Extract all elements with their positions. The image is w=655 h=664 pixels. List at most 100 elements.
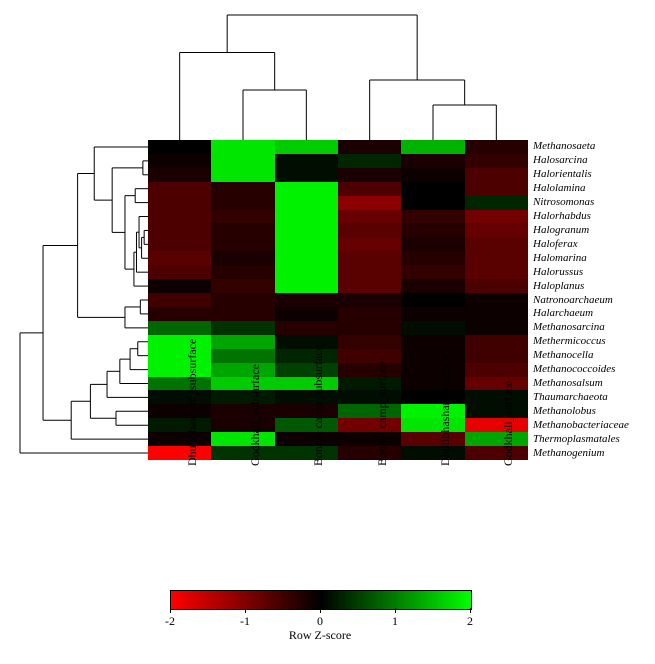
heatmap-cell <box>148 196 211 210</box>
heatmap-cell <box>465 432 528 446</box>
heatmap-cell <box>275 363 338 377</box>
colorbar-tick <box>470 608 471 613</box>
row-label: Methanolobus <box>533 406 596 417</box>
column-label: Godkhali_subsurface <box>249 364 261 466</box>
row-label: Methanogenium <box>533 448 604 459</box>
heatmap-cell <box>211 363 274 377</box>
heatmap-cell <box>338 210 401 224</box>
heatmap-cell <box>148 182 211 196</box>
heatmap-cell <box>148 307 211 321</box>
heatmap-cell <box>275 237 338 251</box>
heatmap-cell <box>465 293 528 307</box>
row-label: Thermoplasmatales <box>533 434 620 445</box>
row-label: Halosarcina <box>533 155 588 166</box>
heatmap-cell <box>338 390 401 404</box>
row-label: Halogranum <box>533 225 589 236</box>
heatmap-cell <box>465 377 528 391</box>
heatmap-cell <box>338 404 401 418</box>
row-label: Methanococcoides <box>533 364 615 375</box>
row-label: Halomarina <box>533 253 587 264</box>
row-label: Thaumarchaeota <box>533 392 608 403</box>
heatmap-cell <box>401 377 464 391</box>
heatmap-cell <box>465 404 528 418</box>
heatmap-cell <box>338 140 401 154</box>
heatmap-cell <box>148 390 211 404</box>
heatmap-cell <box>338 432 401 446</box>
colorbar-gradient <box>170 590 472 610</box>
heatmap-cell <box>211 432 274 446</box>
heatmap-cell <box>275 182 338 196</box>
heatmap-cell <box>148 140 211 154</box>
heatmap-cell <box>211 168 274 182</box>
row-label: Methanosaeta <box>533 141 595 152</box>
colorbar-tick <box>245 608 246 613</box>
colorbar-tick <box>320 608 321 613</box>
heatmap-cell <box>338 196 401 210</box>
colorbar-title: Row Z-score <box>150 628 490 643</box>
heatmap-cell <box>148 432 211 446</box>
heatmap-cell <box>401 293 464 307</box>
heatmap-cell <box>338 154 401 168</box>
heatmap-cell <box>211 279 274 293</box>
heatmap-cell <box>275 377 338 391</box>
heatmap-cell <box>211 210 274 224</box>
row-label: Halolamina <box>533 183 586 194</box>
row-label: Halorussus <box>533 267 583 278</box>
heatmap-cell <box>401 418 464 432</box>
heatmap-cell <box>211 154 274 168</box>
heatmap-cell <box>275 279 338 293</box>
heatmap-cell <box>211 251 274 265</box>
heatmap-cell <box>275 168 338 182</box>
heatmap-cell <box>211 237 274 251</box>
colorbar-tick <box>170 608 171 613</box>
heatmap-cell <box>211 265 274 279</box>
heatmap-cell <box>275 404 338 418</box>
heatmap-cell <box>211 446 274 460</box>
heatmap-cell <box>338 223 401 237</box>
heatmap-cell <box>465 140 528 154</box>
heatmap-cell <box>148 210 211 224</box>
heatmap-cell <box>275 446 338 460</box>
row-label: Nitrosomonas <box>533 197 594 208</box>
heatmap-cell <box>401 390 464 404</box>
heatmap-cell <box>148 404 211 418</box>
heatmap-cell <box>338 307 401 321</box>
heatmap-cell <box>211 140 274 154</box>
heatmap-cell <box>401 363 464 377</box>
heatmap-cell <box>465 279 528 293</box>
heatmap-cell <box>465 349 528 363</box>
heatmap-cell <box>148 293 211 307</box>
heatmap-cell <box>465 251 528 265</box>
heatmap-cell <box>275 335 338 349</box>
heatmap-cell <box>338 279 401 293</box>
heatmap-cell <box>401 210 464 224</box>
column-label: Godkhali_surface <box>502 381 514 466</box>
row-label: Methanocella <box>533 350 593 361</box>
heatmap-cell <box>338 237 401 251</box>
row-label: Methermicoccus <box>533 336 606 347</box>
heatmap-cell <box>338 251 401 265</box>
heatmap-cell <box>401 404 464 418</box>
heatmap-cell <box>148 446 211 460</box>
heatmap-cell <box>338 363 401 377</box>
heatmap-cell <box>275 321 338 335</box>
heatmap-cell <box>401 182 464 196</box>
colorbar-tick <box>395 608 396 613</box>
heatmap-cell <box>465 390 528 404</box>
heatmap-cell <box>148 279 211 293</box>
heatmap-cell <box>465 154 528 168</box>
heatmap-cell <box>275 432 338 446</box>
heatmap-cell <box>465 265 528 279</box>
heatmap-cell <box>148 237 211 251</box>
heatmap-cell <box>401 307 464 321</box>
heatmap-cell <box>148 377 211 391</box>
heatmap-cell <box>211 196 274 210</box>
heatmap-cell <box>465 182 528 196</box>
heatmap-cell <box>401 432 464 446</box>
heatmap-cell <box>465 418 528 432</box>
row-label: Natronoarchaeum <box>533 295 613 306</box>
heatmap-cell <box>148 251 211 265</box>
heatmap-cell <box>275 251 338 265</box>
heatmap-cell <box>465 307 528 321</box>
colorbar-tick-label: 2 <box>467 614 473 629</box>
